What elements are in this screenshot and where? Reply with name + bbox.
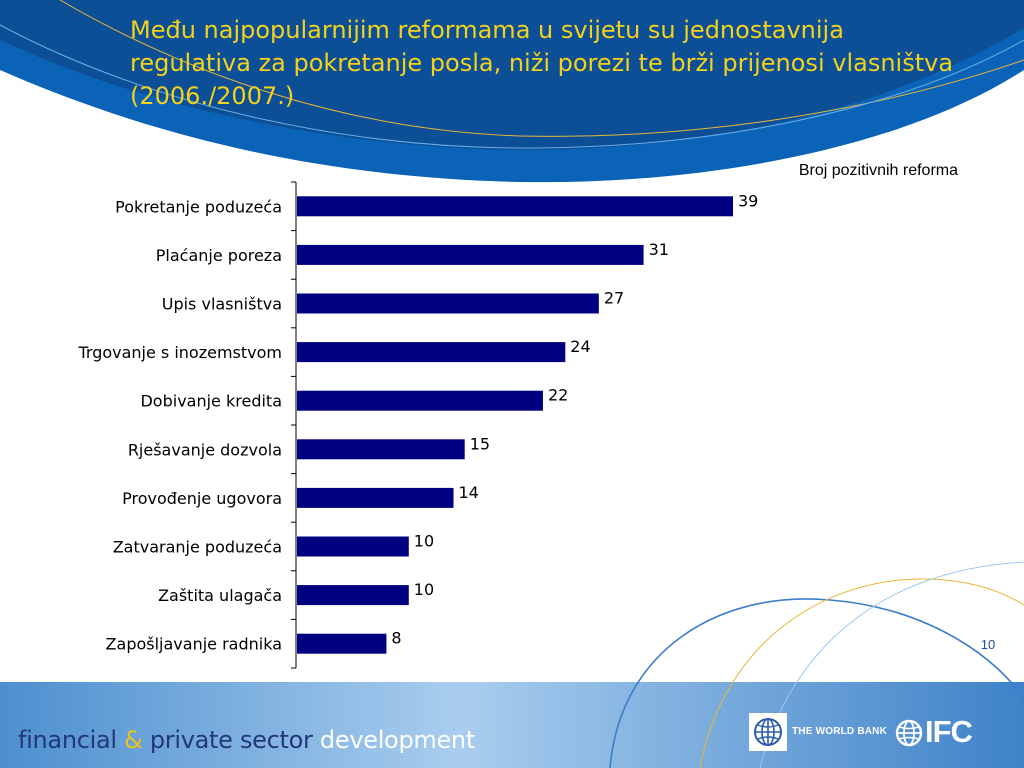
data-label: 14	[459, 483, 479, 502]
data-label: 10	[414, 532, 434, 551]
data-label: 8	[391, 629, 401, 648]
slide-title: Među najpopularnijim reformama u svijetu…	[130, 16, 954, 110]
footer-title-part3: development	[319, 726, 475, 754]
category-label: Pokretanje poduzeća	[115, 197, 282, 216]
ifc-globe-icon	[895, 719, 923, 747]
footer-title-part2: private sector	[142, 726, 320, 754]
category-label: Plaćanje poreza	[156, 246, 282, 265]
data-label: 39	[738, 191, 758, 210]
data-label: 24	[570, 337, 590, 356]
bar	[297, 293, 599, 314]
bar	[297, 244, 644, 265]
bar-chart: Pokretanje poduzeća 39 Plaćanje poreza 31 Up…	[77, 181, 758, 669]
bar	[297, 633, 387, 654]
footer-title-amp: &	[124, 726, 143, 754]
category-label: Zatvaranje poduzeća	[113, 538, 282, 557]
world-bank-label: THE WORLD BANK	[792, 726, 888, 737]
bar	[297, 536, 409, 557]
chart-subtitle: Broj pozitivnih reforma	[798, 162, 958, 179]
bar	[297, 390, 543, 411]
category-label: Zapošljavanje radnika	[106, 635, 282, 654]
bar	[297, 487, 454, 508]
slide-number: 10	[980, 637, 996, 652]
category-label: Upis vlasništva	[162, 295, 282, 314]
bar	[297, 439, 465, 460]
footer-title-part1: financial	[18, 726, 125, 754]
category-label: Dobivanje kredita	[140, 392, 282, 411]
data-label: 15	[470, 434, 490, 453]
bar	[297, 342, 566, 363]
data-label: 31	[649, 240, 669, 259]
bar	[297, 196, 733, 217]
bar	[297, 585, 409, 606]
footer-title: financial & private sector development	[18, 726, 475, 754]
world-bank-logo-icon	[749, 713, 787, 751]
data-label: 22	[548, 386, 568, 405]
category-label: Zaštita ulagača	[158, 586, 282, 605]
category-label: Rješavanje dozvola	[128, 440, 282, 459]
data-label: 10	[414, 580, 434, 599]
ifc-label: IFC	[925, 714, 973, 749]
data-label: 27	[604, 289, 624, 308]
category-label: Provođenje ugovora	[122, 489, 282, 508]
category-label: Trgovanje s inozemstvom	[77, 343, 282, 362]
